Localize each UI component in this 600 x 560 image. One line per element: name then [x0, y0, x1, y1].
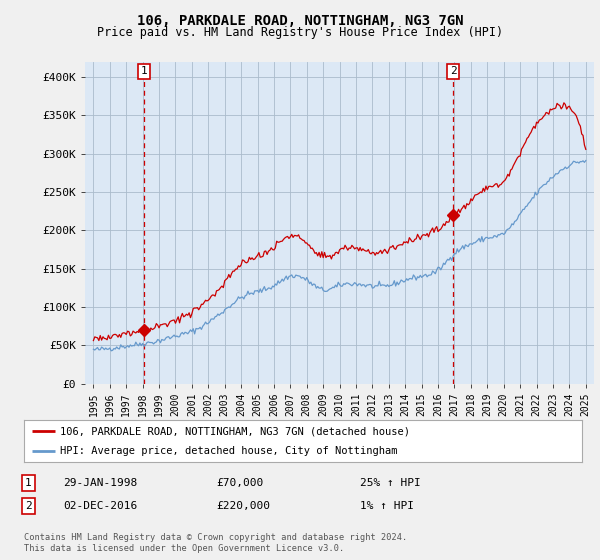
Text: 25% ↑ HPI: 25% ↑ HPI	[360, 478, 421, 488]
Text: 1: 1	[140, 67, 148, 76]
Text: 02-DEC-2016: 02-DEC-2016	[63, 501, 137, 511]
Text: 29-JAN-1998: 29-JAN-1998	[63, 478, 137, 488]
Text: 1: 1	[25, 478, 32, 488]
Text: 106, PARKDALE ROAD, NOTTINGHAM, NG3 7GN: 106, PARKDALE ROAD, NOTTINGHAM, NG3 7GN	[137, 14, 463, 28]
Text: 106, PARKDALE ROAD, NOTTINGHAM, NG3 7GN (detached house): 106, PARKDALE ROAD, NOTTINGHAM, NG3 7GN …	[60, 426, 410, 436]
Text: HPI: Average price, detached house, City of Nottingham: HPI: Average price, detached house, City…	[60, 446, 398, 456]
Text: 2: 2	[25, 501, 32, 511]
Text: Contains HM Land Registry data © Crown copyright and database right 2024.
This d: Contains HM Land Registry data © Crown c…	[24, 533, 407, 553]
Text: 1% ↑ HPI: 1% ↑ HPI	[360, 501, 414, 511]
Text: £70,000: £70,000	[216, 478, 263, 488]
Text: 2: 2	[450, 67, 457, 76]
Text: £220,000: £220,000	[216, 501, 270, 511]
Text: Price paid vs. HM Land Registry's House Price Index (HPI): Price paid vs. HM Land Registry's House …	[97, 26, 503, 39]
